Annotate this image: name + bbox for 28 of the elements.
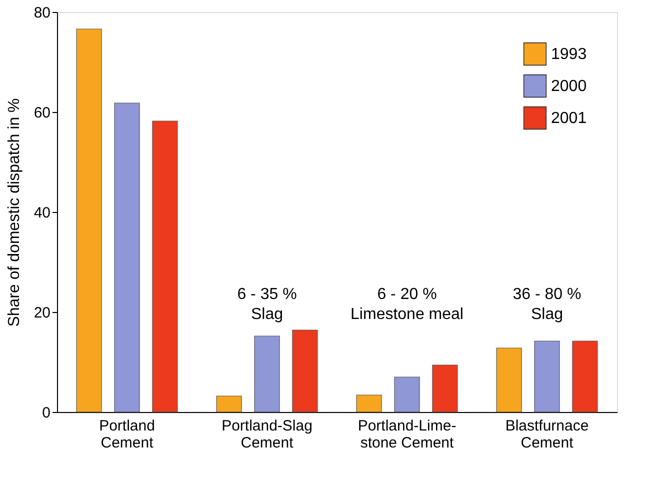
y-tick-label: 20 bbox=[34, 304, 50, 322]
bar bbox=[216, 396, 242, 412]
bar bbox=[76, 28, 102, 412]
legend-label: 1993 bbox=[551, 46, 587, 63]
y-axis-title: Share of domestic dispatch in % bbox=[6, 98, 23, 327]
x-tick-label: Portland Cement bbox=[99, 418, 155, 452]
bar bbox=[432, 364, 458, 412]
annotation: 6 - 35 % Slag bbox=[237, 286, 297, 323]
y-tick-label: 80 bbox=[34, 4, 50, 22]
bar bbox=[496, 348, 522, 412]
x-tick-label: Portland-Lime- stone Cement bbox=[358, 418, 456, 452]
y-tick-label: 0 bbox=[42, 404, 50, 422]
x-tick-label: Portland-Slag Cement bbox=[222, 418, 312, 452]
annotation: 6 - 20 % Limestone meal bbox=[350, 286, 464, 323]
bar bbox=[254, 336, 280, 412]
y-tick-label: 40 bbox=[34, 204, 50, 222]
bar bbox=[534, 340, 560, 412]
annotation: 36 - 80 % Slag bbox=[512, 286, 582, 323]
x-tick-label: Blastfurnace Cement bbox=[505, 418, 589, 452]
y-tick-label: 60 bbox=[34, 104, 50, 122]
bar bbox=[356, 394, 382, 412]
legend-label: 2001 bbox=[551, 110, 587, 127]
bar bbox=[292, 330, 318, 412]
bar bbox=[114, 102, 140, 412]
bar bbox=[394, 376, 420, 412]
bar bbox=[572, 340, 598, 412]
legend-label: 2000 bbox=[551, 78, 587, 95]
bar bbox=[152, 120, 178, 412]
